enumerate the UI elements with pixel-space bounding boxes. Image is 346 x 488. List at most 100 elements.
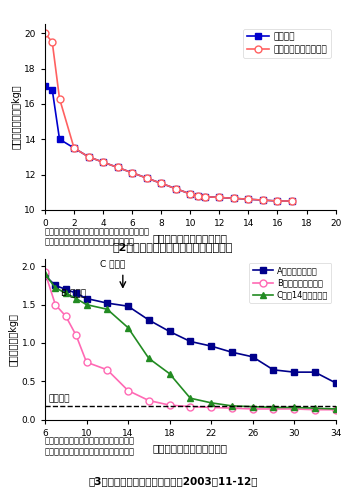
A区（破砕なし）	[230, 349, 234, 355]
A区（破砕なし）	[74, 290, 78, 296]
A区（破砕なし）	[188, 339, 192, 345]
A区（破砕なし）	[209, 343, 213, 349]
Legend: シート無, シート有り（不織布）: シート無, シート有り（不織布）	[243, 29, 331, 58]
B区（７後日破砕）	[43, 269, 47, 275]
A区（破砕なし）	[105, 300, 109, 306]
シート無	[290, 198, 294, 204]
シート無	[174, 186, 178, 192]
B区（７後日破砕）	[188, 404, 192, 409]
シート無	[101, 159, 105, 165]
C区（14後日破砕）	[209, 400, 213, 406]
シート有り（不織布）	[145, 175, 149, 181]
B区（７後日破砕）	[126, 387, 130, 393]
X-axis label: 汚泥投入からの時間（日）: 汚泥投入からの時間（日）	[153, 233, 228, 244]
シート無	[246, 196, 251, 202]
Text: 注）実験装置の全重量を測定することにより、
　間接的に汚泥の脱水状況を把握した。: 注）実験装置の全重量を測定することにより、 間接的に汚泥の脱水状況を把握した。	[45, 227, 150, 246]
Text: 図2　シートの有無による乾燥への影響: 図2 シートの有無による乾燥への影響	[113, 242, 233, 251]
Text: 注）汚泥の重量を測定することにより、
　間接的に汚泥の脱水状況を把握した。: 注）汚泥の重量を測定することにより、 間接的に汚泥の脱水状況を把握した。	[45, 437, 135, 456]
シート無	[275, 198, 280, 204]
Y-axis label: 汚泥の重量（kg）: 汚泥の重量（kg）	[9, 313, 19, 366]
シート有り（不織布）	[246, 196, 251, 202]
A区（破砕なし）	[43, 273, 47, 279]
シート無	[145, 175, 149, 181]
C区（14後日破砕）	[188, 395, 192, 401]
A区（破砕なし）	[64, 286, 68, 292]
Line: A区（破砕なし）: A区（破砕なし）	[42, 272, 339, 386]
C区（14後日破砕）	[84, 302, 89, 307]
シート有り（不織布）	[203, 194, 207, 200]
A区（破砕なし）	[167, 328, 172, 334]
C区（14後日破砕）	[271, 405, 275, 410]
シート有り（不織布）	[57, 96, 62, 102]
シート有り（不織布）	[195, 193, 200, 199]
シート有り（不織布）	[86, 154, 91, 160]
Line: シート有り（不織布）: シート有り（不織布）	[42, 30, 295, 204]
シート無	[217, 195, 221, 201]
B区（７後日破砕）	[74, 332, 78, 338]
C区（14後日破砕）	[313, 405, 317, 411]
シート有り（不織布）	[101, 159, 105, 165]
A区（破砕なし）	[251, 354, 255, 360]
B区（７後日破砕）	[84, 359, 89, 365]
B区（７後日破砕）	[53, 302, 57, 307]
B区（７後日破砕）	[230, 405, 234, 411]
Text: 図3　破砕による乾燥への影響（2003．11-12）: 図3 破砕による乾燥への影響（2003．11-12）	[88, 476, 258, 486]
C区（14後日破砕）	[43, 271, 47, 277]
シート無	[116, 164, 120, 170]
Legend: A区（破砕なし）, B区（７後日破砕）, C区（14後日破砕）: A区（破砕なし）, B区（７後日破砕）, C区（14後日破砕）	[249, 263, 331, 303]
Line: シート無: シート無	[42, 83, 295, 204]
シート無	[86, 154, 91, 160]
A区（破砕なし）	[313, 369, 317, 375]
C区（14後日破砕）	[292, 405, 296, 410]
A区（破砕なし）	[126, 303, 130, 309]
Text: 乾燥終了: 乾燥終了	[48, 395, 70, 404]
Line: C区（14後日破砕）: C区（14後日破砕）	[42, 270, 339, 412]
C区（14後日破砕）	[53, 285, 57, 291]
B区（７後日破砕）	[292, 406, 296, 412]
Text: C 区破砕: C 区破砕	[100, 259, 125, 268]
Line: B区（７後日破砕）: B区（７後日破砕）	[42, 269, 339, 413]
シート有り（不織布）	[50, 39, 54, 45]
シート無	[232, 195, 236, 201]
シート有り（不織布）	[116, 164, 120, 170]
シート無	[195, 193, 200, 199]
B区（７後日破砕）	[334, 407, 338, 413]
シート無	[130, 170, 134, 176]
X-axis label: 汚泥投入からの時間（日）: 汚泥投入からの時間（日）	[153, 443, 228, 453]
シート有り（不織布）	[275, 198, 280, 204]
A区（破砕なし）	[53, 283, 57, 288]
B区（７後日破砕）	[167, 402, 172, 408]
シート有り（不織布）	[43, 30, 47, 36]
C区（14後日破砕）	[126, 325, 130, 330]
C区（14後日破砕）	[64, 290, 68, 296]
B区（７後日破砕）	[271, 406, 275, 412]
シート無	[57, 136, 62, 142]
B区（７後日破砕）	[313, 407, 317, 413]
シート有り（不織布）	[174, 186, 178, 192]
C区（14後日破砕）	[105, 306, 109, 312]
シート無	[50, 87, 54, 93]
シート有り（不織布）	[130, 170, 134, 176]
C区（14後日破砕）	[167, 371, 172, 377]
A区（破砕なし）	[147, 317, 151, 323]
シート有り（不織布）	[232, 195, 236, 201]
シート有り（不織布）	[217, 195, 221, 201]
シート有り（不織布）	[261, 197, 265, 203]
A区（破砕なし）	[84, 296, 89, 302]
B区（７後日破砕）	[209, 405, 213, 410]
C区（14後日破砕）	[251, 404, 255, 409]
C区（14後日破砕）	[74, 296, 78, 302]
A区（破砕なし）	[271, 367, 275, 373]
B区（７後日破砕）	[147, 398, 151, 404]
Y-axis label: 実験装置の重量（kg）: 実験装置の重量（kg）	[12, 85, 22, 149]
A区（破砕なし）	[292, 369, 296, 375]
A区（破砕なし）	[334, 380, 338, 386]
C区（14後日破砕）	[230, 403, 234, 409]
シート無	[188, 191, 192, 197]
シート無	[261, 197, 265, 203]
B区（７後日破砕）	[64, 313, 68, 319]
B区（７後日破砕）	[105, 367, 109, 373]
C区（14後日破砕）	[147, 355, 151, 361]
シート無	[159, 181, 163, 186]
シート有り（不織布）	[188, 191, 192, 197]
